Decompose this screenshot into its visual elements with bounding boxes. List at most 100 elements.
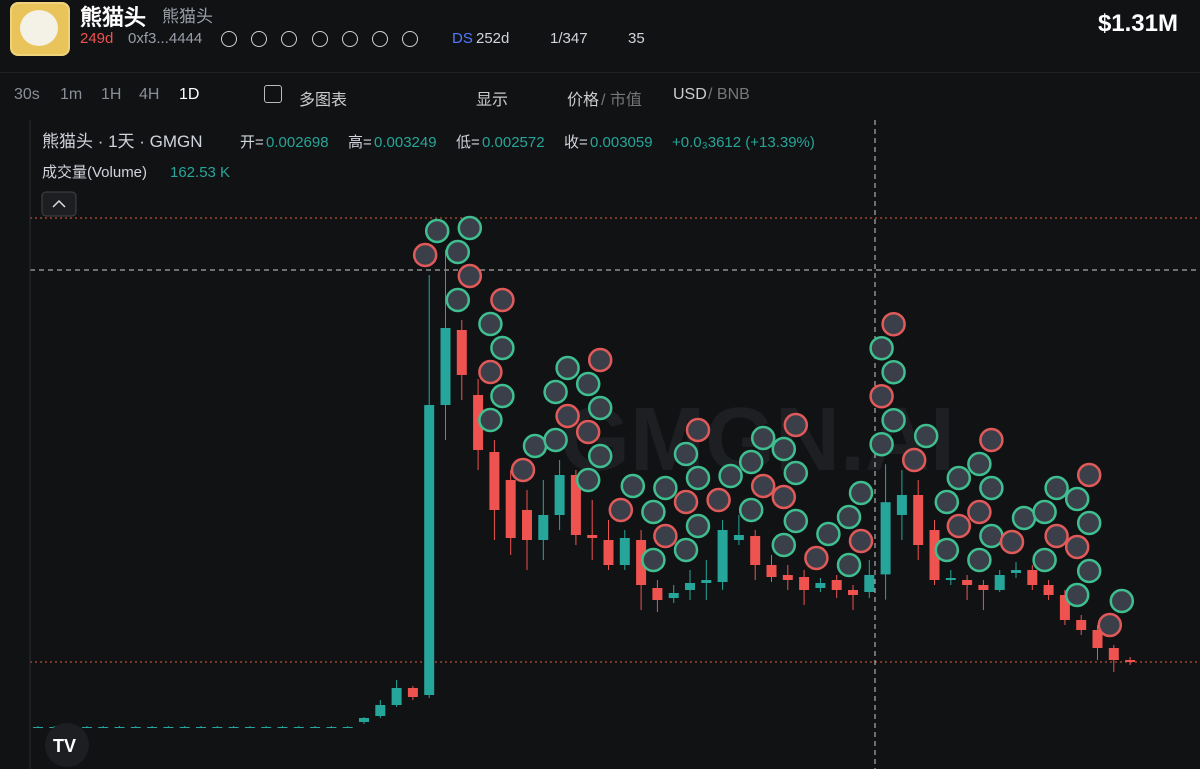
trader-avatar: [999, 529, 1025, 555]
icon[interactable]: [342, 31, 358, 47]
candle-body: [407, 688, 418, 697]
trader-avatar: [934, 537, 960, 563]
legend-value: 0.003059: [590, 134, 653, 151]
icon[interactable]: [281, 31, 297, 47]
interval[interactable]: 1m: [60, 86, 83, 103]
candle-body: [277, 727, 288, 728]
candle-body: [733, 535, 744, 540]
candle-body: [196, 727, 206, 728]
trader-avatar: [869, 383, 894, 409]
candle-body: [228, 727, 239, 728]
candle-body: [1108, 648, 1119, 660]
multi-chart[interactable]: 多图表: [299, 92, 348, 109]
trader-avatar: [750, 425, 776, 451]
trader-avatar: [685, 465, 711, 491]
trader-avatar: [816, 521, 841, 547]
trader-avatar: [478, 359, 503, 385]
trader-avatar: [478, 311, 503, 337]
candle-body: [81, 727, 92, 728]
token-avatar[interactable]: [10, 2, 70, 56]
ds-label[interactable]: DS: [452, 30, 473, 47]
address[interactable]: 0xf3...4444: [128, 30, 203, 47]
candle-body: [391, 688, 402, 705]
trader-avatar: [881, 407, 906, 433]
trader-avatar: [1064, 582, 1090, 608]
trader-avatar: [771, 532, 797, 558]
candle-body: [375, 705, 386, 716]
icon[interactable]: [221, 31, 237, 47]
trader-avatar: [783, 412, 809, 438]
trader-avatar: [913, 423, 939, 449]
trader-avatar: [653, 523, 678, 549]
display[interactable]: 显示: [476, 92, 509, 109]
interval[interactable]: 1D: [179, 86, 200, 103]
trader-avatar: [653, 475, 678, 501]
legend-value: 0.003249: [374, 134, 437, 151]
header: 熊猫头 熊猫头 249d 0xf3...4444 DS 252d 1/347 3…: [0, 0, 1200, 62]
legend-symbol: 熊猫头 · 1天 · GMGN: [42, 132, 203, 151]
trader-avatar: [706, 487, 731, 513]
checkbox[interactable]: [264, 85, 282, 103]
trader-avatar: [738, 497, 764, 523]
candle-body: [98, 727, 109, 728]
icon[interactable]: [372, 31, 388, 47]
trader-avatar: [457, 215, 483, 241]
candle-body: [929, 530, 940, 580]
trader-avatar: [869, 431, 894, 457]
trader-avatar: [946, 513, 972, 539]
currency[interactable]: USD: [673, 86, 707, 103]
candle-body: [913, 495, 924, 545]
trader-avatar: [490, 287, 515, 313]
legend-label: 高=: [348, 134, 372, 151]
icon[interactable]: [402, 31, 418, 47]
interval[interactable]: 30s: [14, 86, 40, 103]
trader-avatar: [881, 311, 906, 337]
trader-avatar: [490, 383, 515, 409]
tv-logo[interactable]: [45, 723, 89, 767]
candle-body: [1076, 620, 1087, 630]
candle-body: [326, 727, 337, 728]
icon[interactable]: [251, 31, 267, 47]
legend-label: 收=: [564, 134, 588, 151]
candle-body: [636, 540, 647, 585]
candle-body: [782, 575, 793, 580]
candle-body: [473, 395, 484, 450]
interval[interactable]: 1H: [101, 86, 122, 103]
candle-body: [163, 727, 174, 728]
mcap-toggle[interactable]: / 市值: [601, 92, 642, 109]
trader-avatar: [836, 552, 862, 578]
candle-body: [505, 480, 516, 538]
candle-body: [359, 718, 369, 722]
trader-avatar: [587, 395, 613, 421]
trader-avatar: [445, 239, 471, 265]
interval[interactable]: 4H: [139, 86, 160, 103]
views: 35: [628, 30, 645, 47]
candle-body: [212, 727, 223, 728]
trader-avatar: [1032, 547, 1057, 573]
legend-value: 0.002698: [266, 134, 329, 151]
candle-body: [1043, 585, 1054, 595]
legend-label: 开=: [240, 134, 264, 151]
candle-body: [962, 580, 973, 585]
price-toggle[interactable]: 价格: [567, 92, 600, 109]
tv-logo-text: TV: [53, 736, 76, 756]
trader-avatar: [738, 449, 764, 475]
candle-body: [685, 583, 695, 590]
trader-avatar: [771, 484, 797, 510]
candle-body: [310, 727, 321, 728]
trader-avatar: [848, 480, 874, 506]
trader-avatar: [804, 545, 829, 571]
candle-body: [538, 515, 549, 540]
icon[interactable]: [312, 31, 328, 47]
toolbar: 30s 1m 1H 4H 1D 多图表 显示 价格 / 市值 USD / BNB: [0, 72, 1200, 117]
collapse-button[interactable]: [41, 191, 77, 217]
trader-avatar: [457, 263, 483, 289]
trader-avatar: [1032, 499, 1057, 525]
trader-avatar: [934, 489, 960, 515]
currency-alt[interactable]: / BNB: [708, 86, 750, 103]
candle-body: [522, 510, 532, 540]
candle-body: [440, 328, 451, 405]
trader-avatar: [1076, 510, 1102, 536]
trader-avatar: [641, 547, 666, 573]
candle-body: [603, 540, 614, 565]
